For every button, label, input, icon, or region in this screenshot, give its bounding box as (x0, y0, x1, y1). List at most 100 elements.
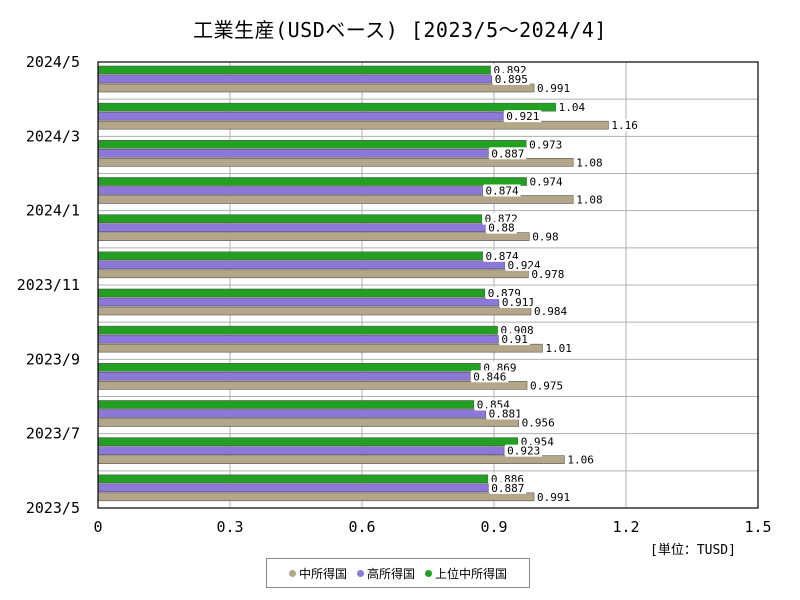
bar-high-income (97, 483, 489, 493)
data-label: 0.921 (504, 110, 542, 123)
data-label-text: 0.887 (491, 482, 524, 495)
bar-upper-middle-income (97, 474, 489, 484)
data-label-bg (530, 230, 561, 243)
data-label-bg (574, 193, 605, 206)
data-label-bg (483, 249, 521, 262)
x-tick-label: 0.6 (348, 518, 375, 536)
legend-item-upper-middle-income: 上位中所得国 (425, 565, 507, 582)
data-label: 0.88 (486, 221, 517, 235)
data-label-bg (499, 333, 530, 346)
data-label-text: 0.921 (506, 110, 539, 123)
bar-middle-income (97, 381, 528, 390)
data-label-text: 0.895 (495, 73, 528, 86)
y-tick-label: 2023/5 (26, 499, 80, 517)
data-label: 0.923 (505, 444, 543, 458)
data-label-bg (528, 379, 565, 392)
data-label: 0.978 (529, 267, 567, 281)
legend-item-high-income: 高所得国 (356, 565, 415, 582)
data-label-text: 0.978 (531, 268, 564, 281)
data-label-bg (504, 110, 542, 123)
data-label: 1.16 (609, 119, 640, 132)
data-label-bg (489, 481, 527, 494)
data-label-bg (483, 184, 521, 197)
data-label-bg (486, 221, 517, 234)
data-label-bg (527, 175, 565, 188)
data-label: 0.846 (471, 370, 509, 383)
bar-upper-middle-income (97, 65, 491, 75)
bar-high-income (97, 186, 483, 195)
y-tick-label: 2023/11 (17, 276, 80, 294)
data-label-text: 0.991 (537, 82, 570, 95)
data-label-text: 1.04 (559, 101, 586, 114)
data-label: 0.911 (499, 296, 537, 309)
data-label-text: 0.911 (502, 296, 535, 309)
bar-upper-middle-income (97, 102, 556, 112)
data-label-bg (556, 101, 587, 114)
data-label-text: 1.06 (567, 454, 594, 467)
data-label: 0.984 (531, 305, 569, 318)
data-label-text: 1.08 (576, 194, 603, 207)
bar-high-income (97, 372, 471, 381)
legend-label-middle-income: 中所得国 (298, 566, 347, 581)
bar-upper-middle-income (97, 400, 475, 409)
bar-middle-income (97, 492, 535, 502)
data-label-text: 1.01 (545, 342, 572, 355)
bar-high-income (97, 223, 486, 232)
data-label: 0.973 (527, 138, 565, 151)
data-label-bg (527, 138, 565, 151)
bar-upper-middle-income (97, 177, 527, 186)
data-label-bg (489, 147, 527, 160)
data-label-text: 0.923 (507, 445, 540, 458)
data-label-bg (535, 82, 573, 94)
bar-upper-middle-income (97, 140, 527, 149)
bar-upper-middle-income (97, 325, 498, 335)
data-label-bg (499, 296, 537, 308)
legend-label-upper-middle-income: 上位中所得国 (435, 566, 508, 581)
bar-upper-middle-income (97, 288, 486, 298)
data-label: 0.974 (527, 175, 565, 189)
data-label-bg (471, 370, 509, 383)
bar-middle-income (97, 83, 535, 93)
x-tick-label: 0.3 (216, 518, 243, 536)
data-label-text: 0.98 (532, 231, 559, 244)
bars (97, 65, 609, 502)
bar-upper-middle-income (97, 363, 481, 372)
axes: 0 0.3 0.6 0.9 1.2 1.5 2023/5 2023/7 2023/9 2023/1… (17, 53, 772, 536)
data-label: 1.01 (543, 342, 574, 355)
data-label-text: 0.874 (486, 185, 519, 198)
bar-upper-middle-income (97, 251, 483, 261)
data-label: 1.04 (556, 101, 587, 114)
data-label-text: 0.956 (522, 417, 555, 430)
data-label: 0.956 (519, 416, 557, 430)
bar-high-income (97, 74, 493, 84)
data-label-bg (574, 156, 605, 169)
unit-label: [単位：TUSD] (650, 543, 736, 558)
bar-middle-income (97, 269, 529, 279)
data-label-text: 0.887 (491, 147, 524, 160)
data-label: 0.881 (486, 407, 524, 421)
data-label-text: 0.846 (473, 370, 506, 383)
bar-middle-income (97, 418, 519, 427)
data-label-text: 0.991 (537, 491, 570, 504)
data-label-bg (609, 119, 640, 132)
data-label: 0.91 (499, 333, 530, 346)
y-tick-label: 2024/5 (26, 53, 80, 71)
data-labels: 0.8860.8870.9910.9540.9231.060.8540.8810… (471, 64, 640, 504)
bar-middle-income (97, 232, 530, 241)
bar-upper-middle-income (97, 214, 482, 223)
legend-dot-upper-middle-income (425, 569, 432, 577)
data-label: 0.98 (530, 230, 561, 244)
bar-middle-income (97, 306, 532, 316)
data-label: 0.991 (535, 490, 573, 504)
data-label-bg (519, 416, 557, 429)
data-label-bg (535, 490, 573, 503)
data-label: 0.887 (489, 481, 527, 495)
x-tick-label: 0 (93, 518, 102, 536)
y-tick-label: 2023/7 (26, 425, 80, 443)
grid (98, 62, 758, 508)
plot-border (97, 61, 759, 509)
legend-dot-high-income (356, 569, 364, 577)
x-tick-label: 0.9 (480, 518, 507, 536)
data-label: 0.874 (483, 184, 521, 198)
